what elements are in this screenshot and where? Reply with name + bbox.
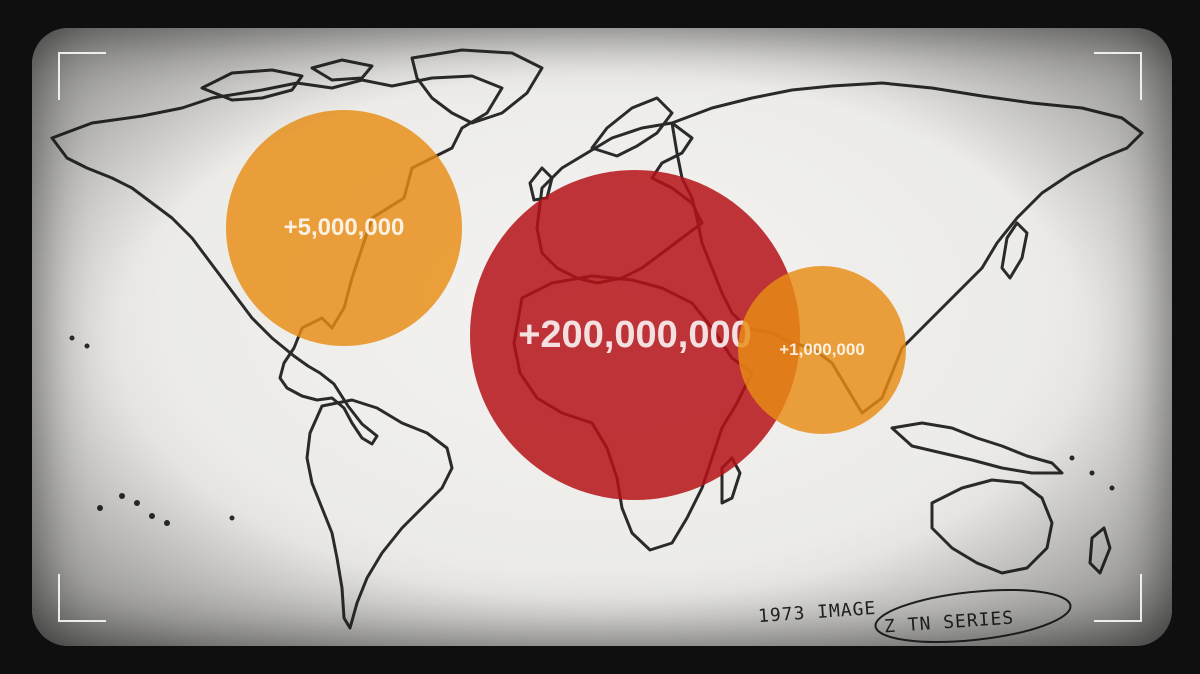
british-isles-outline bbox=[528, 166, 554, 202]
marker-north-america: +5,000,000 bbox=[226, 110, 462, 346]
viewfinder-corner-top-right bbox=[1094, 52, 1142, 100]
scandinavia-outline bbox=[590, 96, 674, 158]
marker-africa-europe-label: +200,000,000 bbox=[518, 313, 752, 356]
north-america-outline bbox=[50, 74, 504, 446]
annotation-oval bbox=[874, 589, 1072, 643]
viewfinder-corner-top-left bbox=[58, 52, 106, 100]
map-image: +5,000,000 +200,000,000 +1,000,000 1973 … bbox=[32, 28, 1172, 646]
southeast-asia-islands-outline bbox=[890, 421, 1064, 475]
marker-north-america-label: +5,000,000 bbox=[283, 214, 405, 241]
japan-outline bbox=[1000, 221, 1029, 280]
new-zealand-outline bbox=[1088, 526, 1112, 575]
marker-south-asia: +1,000,000 bbox=[738, 266, 906, 434]
greenland-outline bbox=[410, 48, 544, 125]
australia-outline bbox=[930, 478, 1054, 575]
viewfinder-corner-bottom-left bbox=[58, 574, 106, 622]
viewfinder-corner-bottom-right bbox=[1094, 574, 1142, 622]
canadian-islands-outline bbox=[200, 58, 374, 102]
south-america-outline bbox=[305, 398, 454, 630]
marker-south-asia-label: +1,000,000 bbox=[779, 340, 865, 359]
